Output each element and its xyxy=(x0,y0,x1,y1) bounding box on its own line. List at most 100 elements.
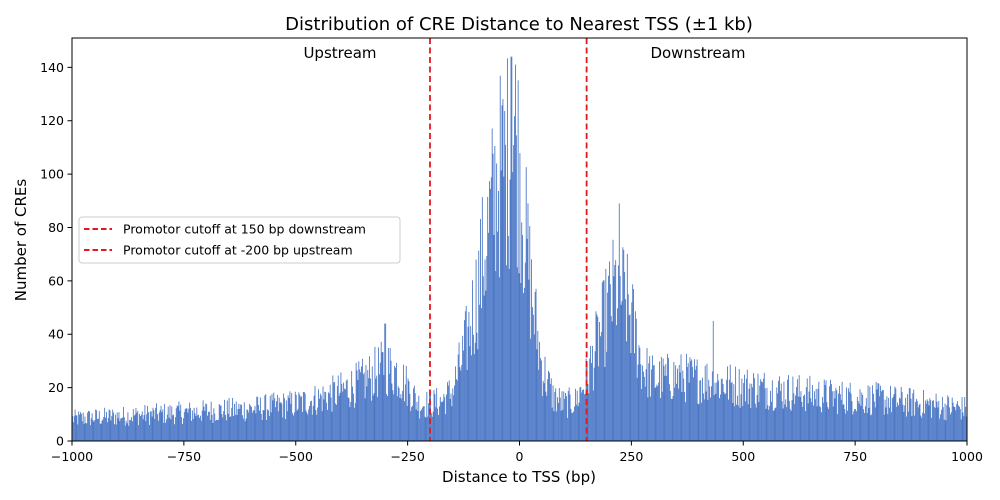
histogram-bar xyxy=(406,405,408,441)
histogram-bar xyxy=(525,167,527,441)
histogram-bar xyxy=(606,351,608,441)
histogram-bar xyxy=(134,414,136,441)
histogram-bar xyxy=(894,386,896,441)
histogram-bar xyxy=(212,422,214,441)
histogram-bar xyxy=(148,424,150,441)
histogram-bar xyxy=(202,400,204,441)
histogram-bar xyxy=(853,411,855,441)
histogram-bar xyxy=(612,239,614,441)
histogram-bar xyxy=(408,381,410,441)
histogram-bar xyxy=(929,398,931,441)
histogram-bar xyxy=(907,394,908,441)
histogram-bar xyxy=(106,411,107,441)
histogram-bar xyxy=(856,396,858,441)
histogram-bar xyxy=(605,268,607,441)
histogram-bar xyxy=(435,407,437,441)
histogram-bar xyxy=(788,375,789,441)
histogram-bar xyxy=(942,407,944,441)
histogram-bar xyxy=(342,391,344,441)
histogram-bar xyxy=(720,378,722,441)
histogram-bar xyxy=(498,277,500,441)
histogram-bar xyxy=(394,365,396,441)
histogram-bar xyxy=(813,391,815,441)
histogram-bar xyxy=(293,415,294,441)
histogram-bar xyxy=(754,403,756,441)
histogram-bar xyxy=(565,392,566,441)
histogram-bar xyxy=(242,418,244,441)
histogram-bar xyxy=(415,409,417,441)
histogram-bar xyxy=(497,231,498,441)
histogram-bar xyxy=(190,407,191,441)
histogram-bar xyxy=(602,280,604,441)
histogram-bar xyxy=(302,411,303,441)
histogram-bar xyxy=(383,374,385,441)
histogram-bar xyxy=(962,412,964,441)
histogram-bar xyxy=(821,412,822,441)
histogram-bar xyxy=(87,412,89,441)
histogram-bar xyxy=(626,253,628,441)
histogram-bar xyxy=(891,398,893,441)
histogram-bar xyxy=(258,405,259,441)
histogram-bar xyxy=(665,364,667,441)
histogram-bar xyxy=(390,360,392,441)
histogram-bar xyxy=(571,412,573,441)
histogram-bar xyxy=(533,334,535,441)
histogram-bar xyxy=(131,421,133,441)
histogram-bar xyxy=(575,404,577,441)
histogram-bar xyxy=(160,405,162,441)
histogram-bar xyxy=(378,347,379,441)
histogram-bar xyxy=(417,410,419,441)
histogram-bar xyxy=(863,409,865,441)
histogram-bar xyxy=(358,361,360,441)
histogram-bar xyxy=(93,421,95,441)
histogram-bar xyxy=(170,419,172,441)
histogram-bar xyxy=(327,409,328,441)
histogram-bar xyxy=(322,386,324,441)
histogram-bar xyxy=(529,226,531,441)
histogram-bar xyxy=(916,400,918,441)
histogram-bar xyxy=(893,394,895,441)
histogram-bar xyxy=(457,354,459,441)
histogram-bar xyxy=(482,276,484,441)
histogram-bar xyxy=(526,238,528,441)
histogram-bar xyxy=(758,402,760,441)
histogram-bar xyxy=(515,135,517,441)
histogram-bar xyxy=(737,405,739,441)
histogram-bar xyxy=(681,392,683,441)
histogram-bar xyxy=(540,358,541,441)
histogram-bar xyxy=(626,341,627,441)
histogram-bar xyxy=(430,413,432,441)
histogram-bar xyxy=(197,415,199,441)
histogram-bar xyxy=(232,397,234,441)
histogram-bar xyxy=(633,289,635,441)
histogram-bar xyxy=(538,369,540,441)
histogram-bar xyxy=(763,372,765,441)
histogram-bar xyxy=(487,196,489,441)
histogram-bar xyxy=(76,415,78,441)
histogram-bar xyxy=(579,387,581,441)
histogram-bar xyxy=(118,412,120,441)
histogram-bar xyxy=(490,177,492,441)
histogram-bar xyxy=(97,418,98,441)
histogram-bar xyxy=(150,411,152,441)
histogram-bar xyxy=(479,304,481,441)
histogram-bar xyxy=(344,388,345,441)
histogram-bar xyxy=(443,394,445,441)
histogram-bar xyxy=(569,394,571,441)
histogram-bar xyxy=(449,398,451,441)
histogram-bar xyxy=(940,414,941,441)
histogram-bar xyxy=(368,378,370,441)
histogram-bar xyxy=(584,393,586,441)
histogram-bar xyxy=(469,346,471,441)
histogram-bar xyxy=(646,348,648,441)
histogram-bar xyxy=(723,392,725,441)
histogram-bar xyxy=(256,396,258,441)
histogram-bar xyxy=(321,411,323,441)
histogram-bar xyxy=(251,412,253,441)
histogram-bar xyxy=(952,402,954,441)
histogram-bar xyxy=(904,405,906,441)
histogram-bar xyxy=(74,409,76,441)
histogram-bar xyxy=(137,410,139,441)
histogram-bar xyxy=(883,414,885,441)
histogram-bar xyxy=(208,411,209,441)
